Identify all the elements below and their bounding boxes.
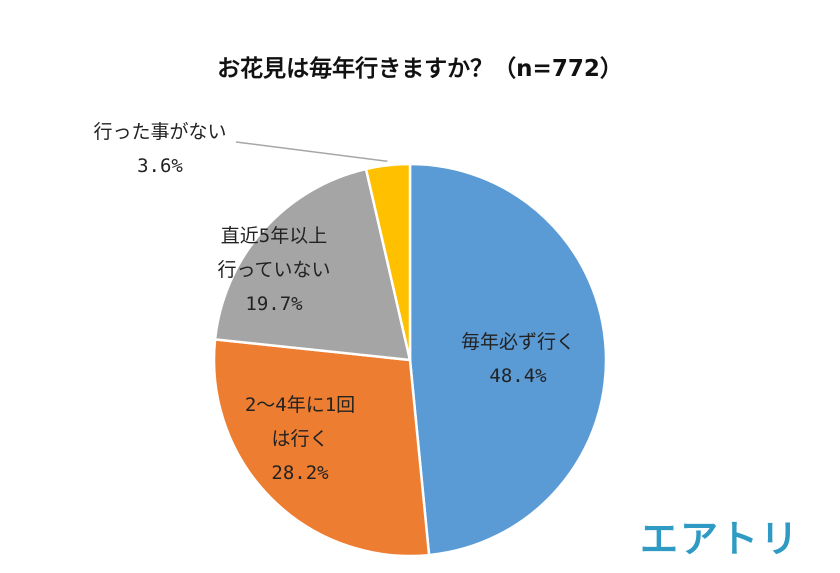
leader-line-never [235, 141, 388, 163]
pie-labels: 毎年必ず行く 48.4% 2～4年に1回は行く 28.2% 直近5年以上行っていない 19… [93, 121, 575, 484]
slice-label-every-year: 毎年必ず行く 48.4% [461, 331, 575, 387]
airtrip-logo: エアトリ [640, 517, 800, 561]
chart-title: お花見は毎年行きますか？（n=772） [217, 55, 623, 82]
slice-label-every-2-4-years: 2～4年に1回は行く 28.2% [245, 394, 355, 484]
pie-slice-not-in-5-years [213, 167, 412, 362]
pie-slice-every-2-4-years [212, 338, 431, 558]
slice-label-not-in-5-years: 直近5年以上行っていない 19.7% [217, 225, 330, 315]
pie-slice-every-year [408, 162, 608, 557]
pie-slices [212, 162, 608, 558]
pie-slice-never [364, 162, 412, 361]
slice-label-never: 行った事がない 3.6% [93, 121, 226, 177]
